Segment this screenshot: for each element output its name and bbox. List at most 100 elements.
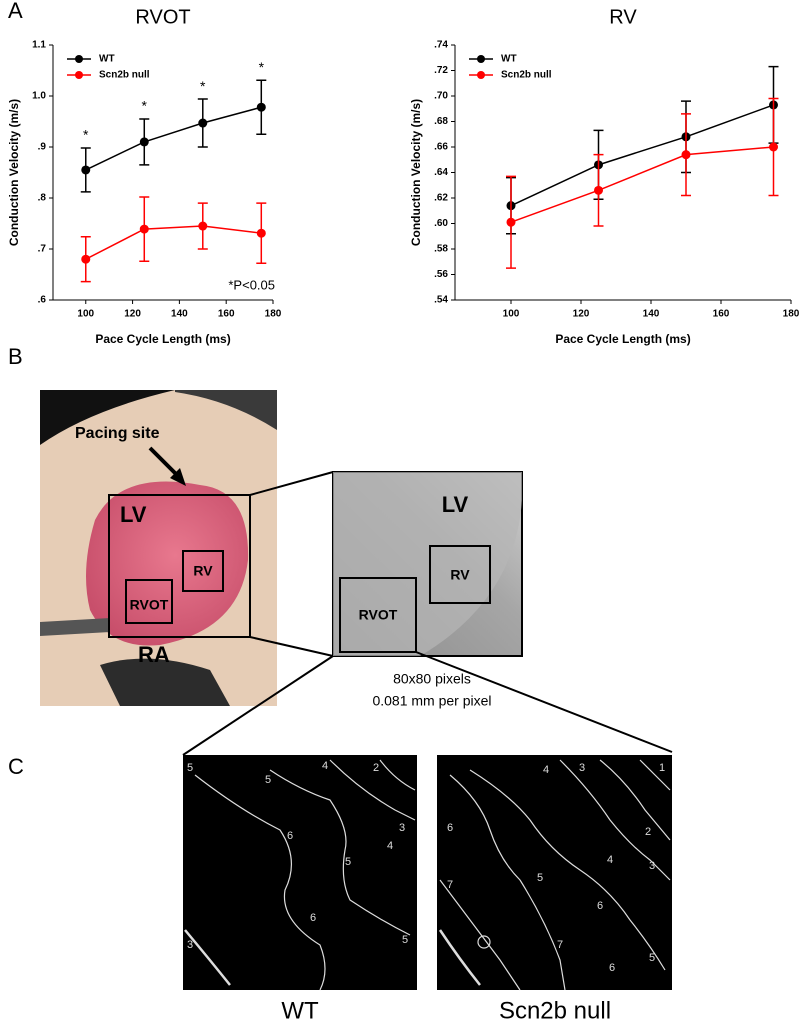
y-tick-label: .54 [434, 295, 448, 306]
zoom-label: LV [442, 492, 469, 517]
series-line [510, 104, 774, 207]
x-tick-label: 180 [265, 309, 282, 320]
contour-label: 6 [597, 900, 603, 912]
y-tick-label: 1.0 [32, 91, 46, 102]
contour-label: 6 [447, 822, 453, 834]
y-tick-label: .60 [434, 218, 448, 229]
legend-marker [477, 71, 485, 79]
legend-marker [477, 55, 485, 63]
series-line [510, 146, 774, 223]
data-point [198, 118, 208, 128]
contour-label: 4 [543, 764, 549, 776]
contour-label: 4 [322, 760, 328, 772]
panel-label: B [8, 344, 23, 369]
contour-label: 6 [609, 962, 615, 974]
legend-label: Scn2b null [99, 70, 150, 81]
data-point [139, 137, 149, 147]
x-tick-label: 160 [713, 309, 730, 320]
series-line [85, 225, 262, 260]
data-point [198, 221, 208, 231]
chart: RV .54 .56 .58 .60 .62 .64 .66 .68 .70 .72 .74 100 12… [409, 6, 800, 346]
panel-label: A [8, 0, 23, 23]
contour-label: 1 [659, 762, 665, 774]
contour-label: 7 [447, 879, 453, 891]
map-caption: WT [281, 997, 319, 1024]
data-point [594, 185, 603, 195]
legend-marker [75, 55, 83, 63]
y-tick-label: .62 [434, 193, 448, 204]
data-point [769, 142, 778, 152]
y-tick-label: .6 [38, 295, 47, 306]
photo-label: LV [120, 502, 147, 527]
contour-label: 3 [579, 762, 585, 774]
zoom-label: RV [450, 567, 470, 583]
data-point [256, 228, 266, 238]
data-point [256, 102, 266, 112]
x-tick-label: 100 [503, 309, 520, 320]
contour-label: 3 [399, 822, 405, 834]
x-tick-label: 180 [783, 309, 800, 320]
x-tick-label: 160 [218, 309, 235, 320]
y-tick-label: .58 [434, 244, 448, 255]
x-tick-label: 120 [124, 309, 141, 320]
note: *P<0.05 [228, 277, 275, 292]
legend-marker [75, 71, 83, 79]
y-tick-label: .7 [38, 244, 47, 255]
x-tick-label: 120 [573, 309, 590, 320]
chart-title: RV [609, 6, 637, 28]
annotation: * [142, 98, 148, 114]
y-tick-label: .64 [434, 167, 448, 178]
x-axis-label: Pace Cycle Length (ms) [95, 332, 230, 346]
panel-label: C [8, 754, 24, 779]
zoom-label: RVOT [359, 607, 398, 623]
data-point [681, 150, 691, 160]
y-tick-label: .9 [38, 142, 47, 153]
y-tick-label: 1.1 [32, 40, 46, 51]
contour-label: 4 [387, 840, 393, 852]
data-point [81, 165, 91, 175]
contour-label: 5 [649, 952, 655, 964]
contour-label: 4 [607, 854, 613, 866]
contour-label: 5 [402, 934, 408, 946]
legend-label: Scn2b null [501, 70, 552, 81]
zoom-caption: 80x80 pixels [393, 671, 471, 687]
map-caption: Scn2b null [499, 997, 611, 1024]
y-axis-label: Conduction Velocity (m/s) [7, 99, 21, 246]
contour-label: 5 [187, 762, 193, 774]
data-point [506, 217, 516, 227]
contour-label: 2 [645, 826, 651, 838]
y-tick-label: .70 [434, 91, 448, 102]
contour-label: 5 [345, 856, 351, 868]
photo-label: RV [193, 563, 213, 579]
contour-label: 5 [537, 872, 543, 884]
zoom-image [182, 471, 673, 756]
data-point [139, 224, 149, 234]
x-tick-label: 140 [643, 309, 660, 320]
photo-label: RVOT [130, 597, 169, 613]
y-tick-label: .66 [434, 142, 448, 153]
legend-label: WT [501, 54, 517, 65]
chart-title: RVOT [135, 6, 190, 28]
annotation: * [200, 78, 206, 94]
contour-label: 6 [310, 912, 316, 924]
contour-label: 6 [287, 830, 293, 842]
chart: RVOT .6 .7 .8 .9 1.0 1.1 100 120 140 160 180 Pace Cy… [7, 6, 282, 346]
contour-label: 2 [373, 762, 379, 774]
contour-label: 5 [265, 774, 271, 786]
y-tick-label: .72 [434, 65, 448, 76]
contour-label: 3 [649, 860, 655, 872]
y-tick-label: .74 [434, 40, 448, 51]
contour-label: 7 [557, 939, 563, 951]
y-axis-label: Conduction Velocity (m/s) [409, 99, 423, 246]
activation-maps [183, 755, 672, 991]
photo-label: RA [138, 642, 170, 667]
photo-label: Pacing site [75, 425, 160, 442]
data-point [81, 254, 91, 264]
annotation: * [259, 59, 265, 75]
y-tick-label: .8 [38, 193, 47, 204]
x-tick-label: 100 [77, 309, 94, 320]
x-axis-label: Pace Cycle Length (ms) [555, 332, 690, 346]
zoom-caption: 0.081 mm per pixel [372, 693, 491, 709]
